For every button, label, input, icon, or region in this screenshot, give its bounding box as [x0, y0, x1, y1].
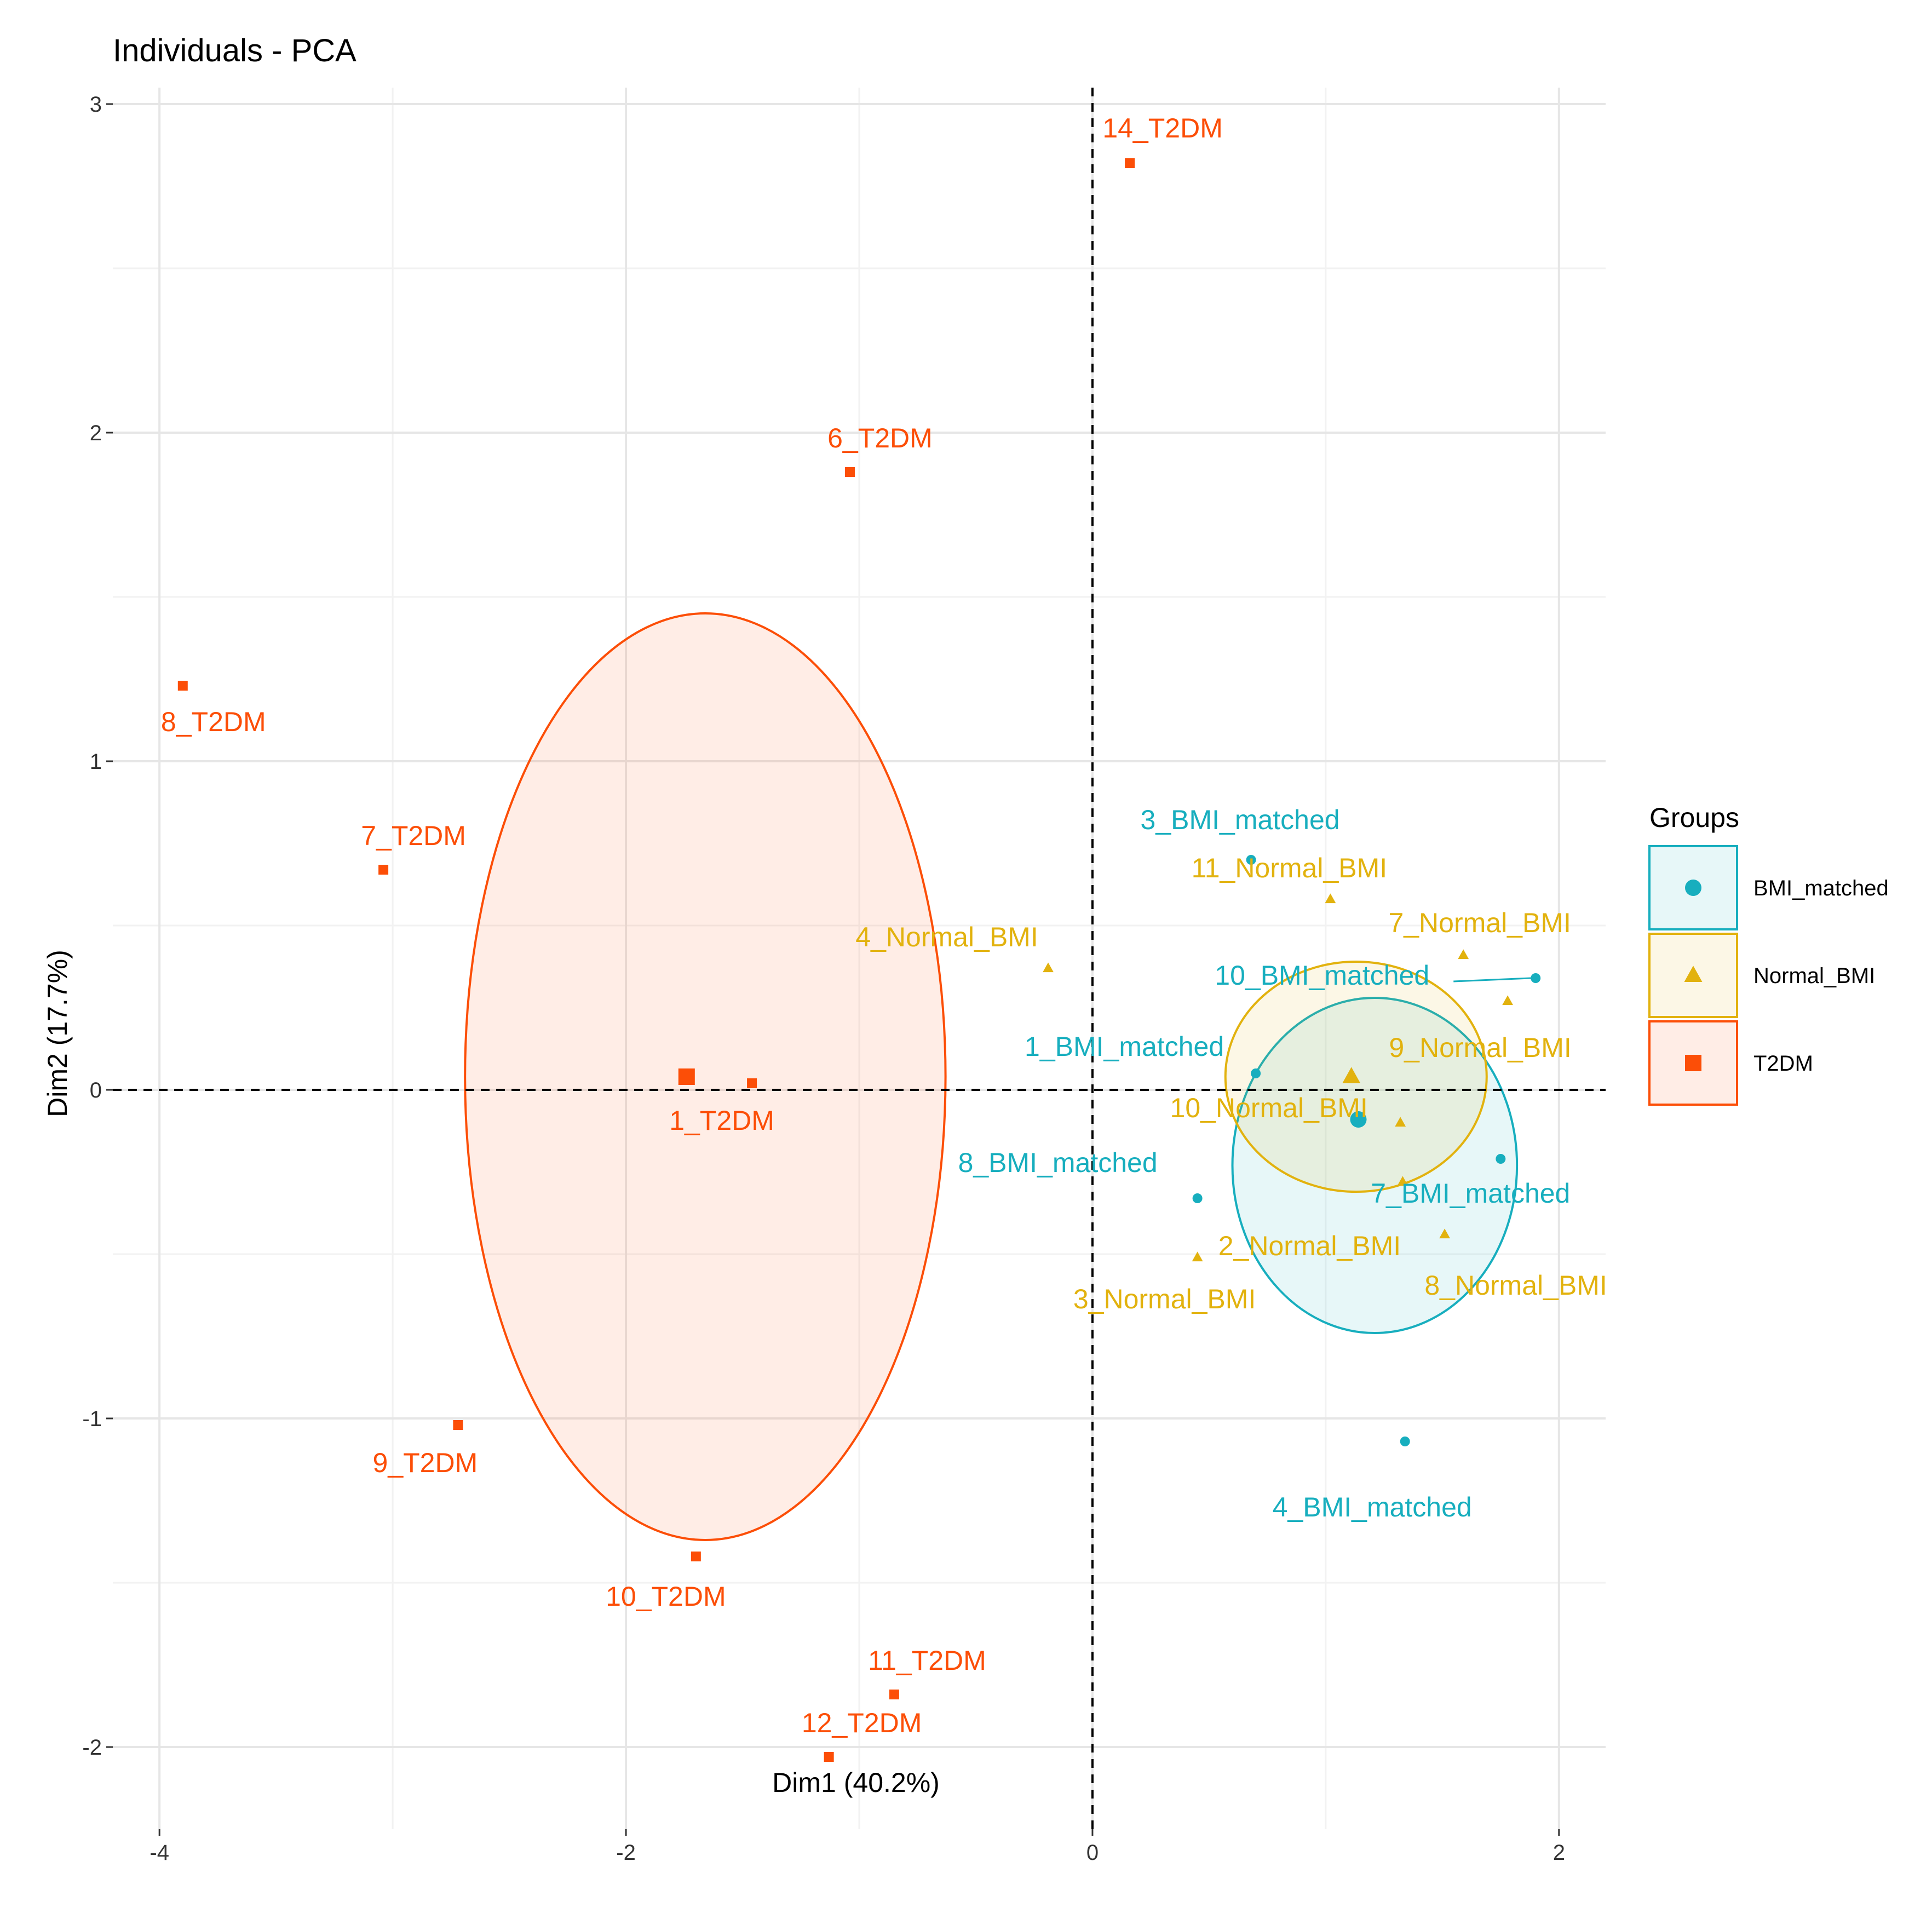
y-tick-label: -1 [82, 1407, 102, 1431]
point-8-bmi-matched [1192, 1193, 1203, 1203]
axes: -4 -2 0 2 -2 -1 0 1 2 3 [82, 93, 1565, 1865]
y-tick-label: 2 [90, 421, 102, 445]
point-9-normal-bmi [1502, 995, 1514, 1006]
x-tick-label: 2 [1553, 1841, 1565, 1865]
legend-marker-normal_bmi [1684, 966, 1703, 982]
y-axis-label: Dim2 (17.7%) [42, 950, 73, 1117]
point-10-t2dm [691, 1552, 701, 1561]
point-4-normal-bmi [1043, 962, 1054, 973]
point-8-t2dm [177, 681, 188, 691]
legend-label-normal_bmi: Normal_BMI [1753, 964, 1875, 988]
y-tick-label: 3 [90, 93, 102, 117]
grid-major [113, 88, 1606, 1829]
point-1-bmi-matched [1251, 1068, 1261, 1078]
label-3-bmi-matched: 3_BMI_matched [1141, 805, 1340, 835]
grid-minor [113, 88, 1606, 1829]
label-10-normal-bmi: 10_Normal_BMI [1170, 1093, 1368, 1123]
point-3-bmi-matched [1246, 855, 1256, 865]
legend: Groups BMI_matched Normal_BMI T2DM [1648, 802, 1889, 1106]
legend-marker-bmi_matched [1685, 880, 1701, 896]
ellipse-t2dm [464, 612, 947, 1541]
x-axis-label: Dim1 (40.2%) [772, 1767, 940, 1798]
point-14-t2dm [1125, 158, 1135, 168]
point-10-normal-bmi [1395, 1117, 1406, 1127]
label-11-normal-bmi: 11_Normal_BMI [1192, 853, 1388, 883]
chart-title: Individuals - PCA [113, 33, 357, 68]
legend-label-bmi_matched: BMI_matched [1753, 876, 1889, 900]
label-8-t2dm: 8_T2DM [161, 706, 266, 737]
label-8-bmi-matched: 8_BMI_matched [958, 1147, 1158, 1178]
point-7-normal-bmi [1458, 949, 1469, 960]
label-7-bmi-matched: 7_BMI_matched [1371, 1178, 1570, 1209]
x-tick-label: 0 [1086, 1841, 1099, 1865]
legend-title: Groups [1649, 802, 1739, 833]
legend-marker-t2dm [1685, 1055, 1701, 1071]
point-4-bmi-matched [1400, 1437, 1410, 1446]
label-1-bmi-matched: 1_BMI_matched [1025, 1031, 1224, 1062]
label-9-normal-bmi: 9_Normal_BMI [1389, 1032, 1571, 1063]
centroid-bmi_matched [1350, 1111, 1367, 1128]
label-6-t2dm: 6_T2DM [827, 423, 933, 453]
label-10-t2dm: 10_T2DM [606, 1581, 726, 1612]
centroid-t2dm [678, 1068, 695, 1085]
point-7-t2dm [378, 865, 389, 875]
point-3-normal-bmi [1192, 1251, 1203, 1262]
reference-lines [113, 88, 1606, 1829]
label-7-normal-bmi: 7_Normal_BMI [1388, 907, 1571, 938]
label-11-t2dm: 11_T2DM [868, 1645, 986, 1676]
point-11-normal-bmi [1325, 893, 1336, 904]
label-9-t2dm: 9_T2DM [373, 1447, 478, 1478]
point-12-t2dm [824, 1752, 834, 1762]
point-2-normal-bmi [1397, 1176, 1408, 1186]
x-tick-label: -4 [150, 1841, 169, 1865]
label-10-bmi-matched: 10_BMI_matched [1215, 960, 1429, 991]
ellipse-bmi_matched [1231, 997, 1519, 1334]
label-8-normal-bmi: 8_Normal_BMI [1424, 1270, 1607, 1301]
label-12-t2dm: 12_T2DM [802, 1708, 922, 1738]
y-tick-label: -2 [82, 1736, 102, 1760]
point-10-bmi-matched [1531, 973, 1541, 983]
point-6-t2dm [844, 467, 855, 477]
label-connector-10-bmi-matched [1453, 977, 1532, 983]
label-4-normal-bmi: 4_Normal_BMI [855, 922, 1038, 952]
x-tick-label: -2 [616, 1841, 636, 1865]
legend-label-t2dm: T2DM [1753, 1052, 1813, 1076]
label-4-bmi-matched: 4_BMI_matched [1273, 1492, 1472, 1522]
point-9-t2dm [453, 1420, 463, 1430]
point-7-bmi-matched [1496, 1154, 1506, 1164]
y-tick-label: 1 [90, 750, 102, 774]
confidence-ellipses [464, 612, 1519, 1541]
point-8-normal-bmi [1439, 1228, 1451, 1239]
centroid-normal_bmi [1342, 1067, 1361, 1083]
y-tick-label: 0 [90, 1078, 102, 1102]
point-labels: 3_BMI_matched 10_BMI_matched 1_BMI_matched… [161, 113, 1607, 1738]
label-2-normal-bmi: 2_Normal_BMI [1218, 1231, 1401, 1261]
label-14-t2dm: 14_T2DM [1102, 113, 1223, 143]
point-11-t2dm [889, 1690, 899, 1699]
label-7-t2dm: 7_T2DM [361, 820, 466, 851]
data-points [177, 158, 1541, 1762]
label-1-t2dm: 1_T2DM [669, 1105, 774, 1136]
label-3-normal-bmi: 3_Normal_BMI [1073, 1284, 1256, 1314]
point-1-t2dm [747, 1078, 757, 1088]
